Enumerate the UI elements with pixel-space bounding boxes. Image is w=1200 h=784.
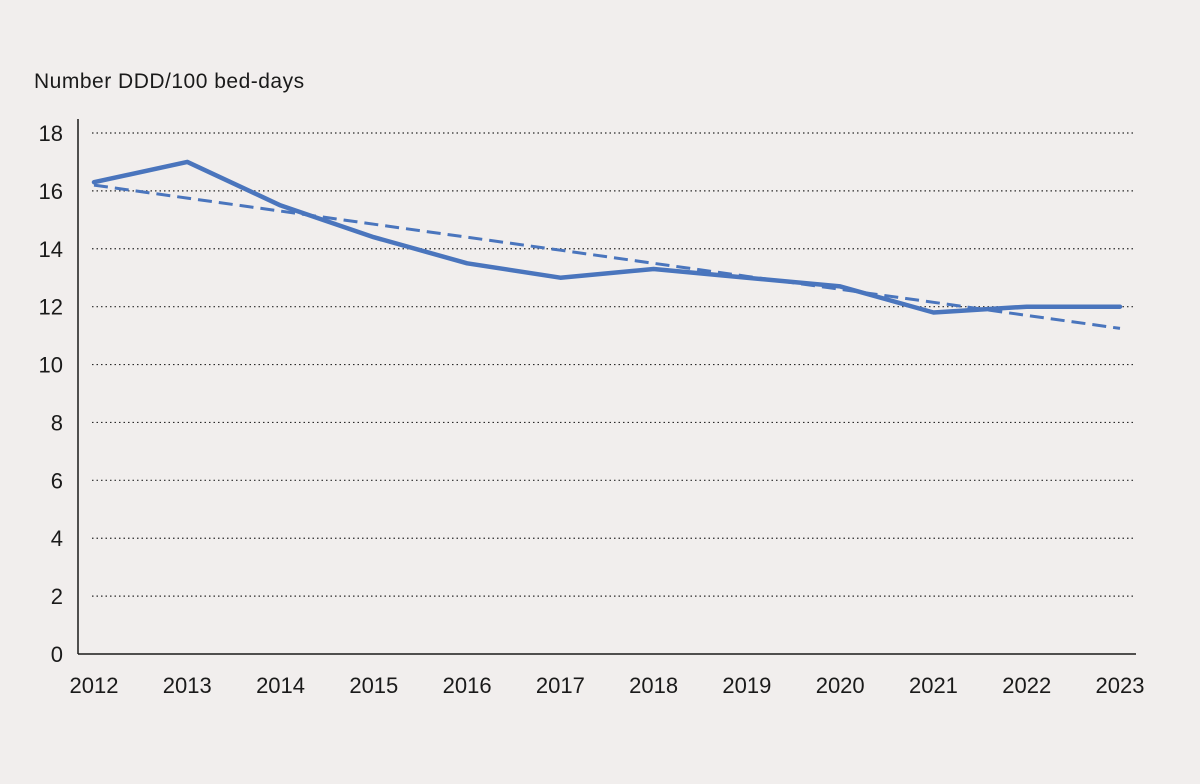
x-tick-label: 2020 bbox=[816, 673, 865, 698]
y-axis-title: Number DDD/100 bed-days bbox=[34, 70, 305, 93]
y-tick-label: 2 bbox=[51, 584, 63, 609]
x-tick-label: 2016 bbox=[443, 673, 492, 698]
series-lines bbox=[91, 159, 1123, 330]
x-tick-label: 2019 bbox=[722, 673, 771, 698]
y-tick-labels: 0 2 4 6 8 10 12 14 16 18 bbox=[39, 121, 63, 667]
x-tick-label: 2022 bbox=[1002, 673, 1051, 698]
y-tick-label: 4 bbox=[51, 526, 63, 551]
y-tick-label: 10 bbox=[39, 353, 63, 378]
x-tick-label: 2012 bbox=[70, 673, 119, 698]
y-tick-label: 14 bbox=[39, 237, 63, 262]
x-tick-label: 2014 bbox=[256, 673, 305, 698]
gridlines bbox=[92, 132, 1136, 597]
x-tick-label: 2013 bbox=[163, 673, 212, 698]
y-tick-label: 6 bbox=[51, 468, 63, 493]
data-line bbox=[91, 159, 1123, 315]
y-tick-label: 0 bbox=[51, 642, 63, 667]
x-tick-label: 2021 bbox=[909, 673, 958, 698]
axes bbox=[77, 119, 1136, 655]
y-tick-label: 18 bbox=[39, 121, 63, 146]
y-tick-label: 8 bbox=[51, 410, 63, 435]
x-tick-label: 2017 bbox=[536, 673, 585, 698]
y-tick-label: 16 bbox=[39, 179, 63, 204]
x-tick-label: 2015 bbox=[349, 673, 398, 698]
x-tick-label: 2018 bbox=[629, 673, 678, 698]
y-tick-label: 12 bbox=[39, 295, 63, 320]
trend-line bbox=[93, 183, 1121, 330]
x-tick-labels: 2012 2013 2014 2015 2016 2017 2018 2019 2020 2021… bbox=[70, 673, 1145, 698]
x-tick-label: 2023 bbox=[1096, 673, 1145, 698]
